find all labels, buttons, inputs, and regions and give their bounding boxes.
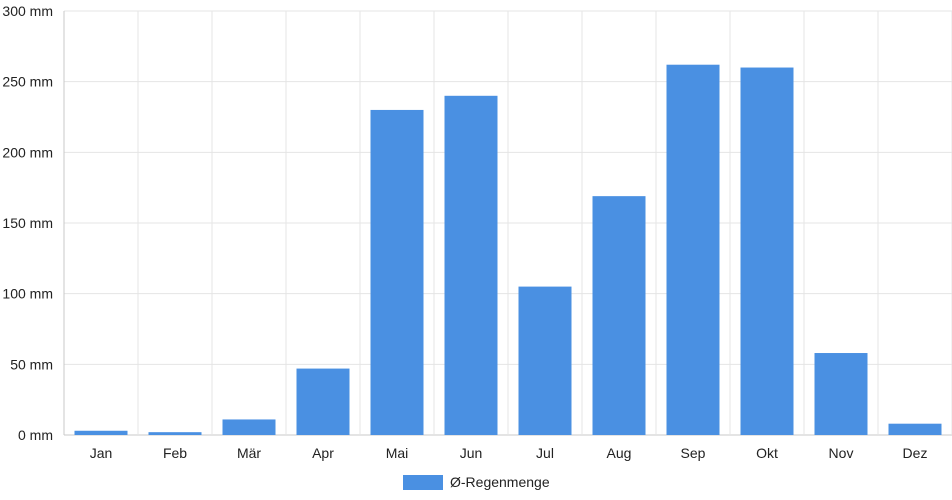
- grid-lines: [63, 10, 952, 436]
- y-tick-label: 50 mm: [10, 356, 53, 372]
- x-tick-label: Sep: [681, 445, 706, 461]
- y-tick-label: 100 mm: [2, 286, 53, 302]
- x-tick-label: Dez: [903, 445, 928, 461]
- legend: Ø-Regenmenge: [403, 474, 550, 490]
- bar-sep: [666, 64, 720, 435]
- bar-jul: [518, 286, 572, 435]
- y-tick-label: 0 mm: [18, 427, 53, 443]
- bar-nov: [814, 353, 868, 435]
- bars: [74, 64, 942, 436]
- bar-apr: [296, 368, 350, 435]
- x-tick-label: Mai: [386, 445, 409, 461]
- x-tick-label: Jan: [90, 445, 113, 461]
- x-tick-label: Apr: [312, 445, 334, 461]
- bar-feb: [148, 432, 202, 435]
- x-tick-label: Jun: [460, 445, 483, 461]
- bar-jan: [74, 430, 128, 435]
- legend-swatch: [403, 475, 443, 490]
- bar-dez: [888, 423, 942, 435]
- y-tick-label: 200 mm: [2, 144, 53, 160]
- x-tick-label: Aug: [607, 445, 632, 461]
- y-tick-label: 150 mm: [2, 215, 53, 231]
- x-axis-ticks: Jan Feb Mär Apr Mai Jun Jul Aug Sep Okt Nov Dez: [90, 445, 928, 461]
- y-tick-label: 300 mm: [2, 3, 53, 19]
- x-tick-label: Nov: [829, 445, 854, 461]
- x-tick-label: Feb: [163, 445, 187, 461]
- bar-jun: [444, 95, 498, 436]
- x-tick-label: Okt: [756, 445, 778, 461]
- y-axis-ticks: 0 mm 50 mm 100 mm 150 mm 200 mm 250 mm 300 mm: [2, 3, 53, 443]
- x-tick-label: Jul: [536, 445, 554, 461]
- bar-mär: [222, 419, 276, 435]
- x-tick-label: Mär: [237, 445, 261, 461]
- bar-aug: [592, 196, 646, 435]
- bar-okt: [740, 67, 794, 436]
- legend-label-regenmenge: Ø-Regenmenge: [450, 474, 550, 490]
- y-tick-label: 250 mm: [2, 74, 53, 90]
- bar-mai: [370, 109, 424, 435]
